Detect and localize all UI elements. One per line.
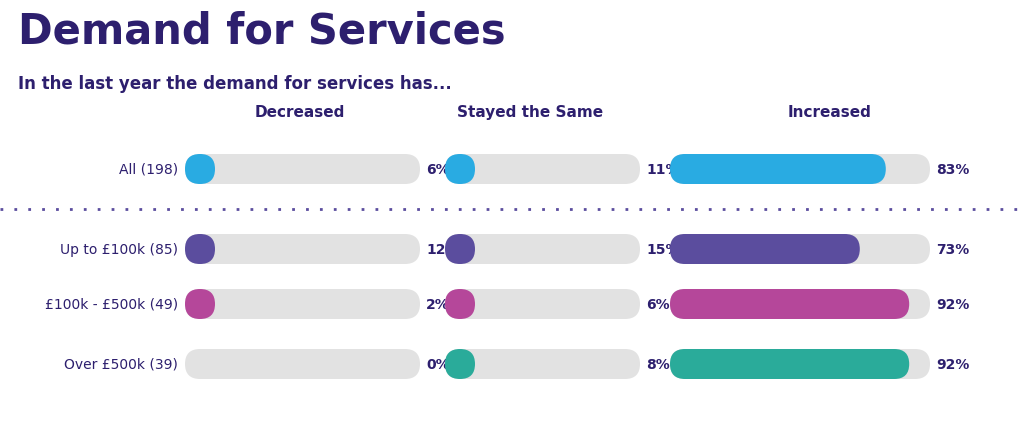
- FancyBboxPatch shape: [445, 349, 640, 379]
- FancyBboxPatch shape: [670, 234, 930, 264]
- FancyBboxPatch shape: [445, 349, 475, 379]
- Text: 11%: 11%: [646, 163, 680, 177]
- FancyBboxPatch shape: [185, 289, 420, 319]
- FancyBboxPatch shape: [670, 349, 909, 379]
- Text: 83%: 83%: [936, 163, 970, 177]
- Text: 6%: 6%: [646, 297, 670, 311]
- FancyBboxPatch shape: [185, 349, 420, 379]
- FancyBboxPatch shape: [445, 234, 475, 264]
- FancyBboxPatch shape: [670, 155, 930, 184]
- FancyBboxPatch shape: [670, 289, 909, 319]
- Text: 2%: 2%: [426, 297, 450, 311]
- FancyBboxPatch shape: [185, 289, 215, 319]
- FancyBboxPatch shape: [445, 289, 640, 319]
- Text: Over £500k (39): Over £500k (39): [65, 357, 178, 371]
- FancyBboxPatch shape: [185, 155, 420, 184]
- Text: Up to £100k (85): Up to £100k (85): [60, 243, 178, 256]
- Text: 6%: 6%: [426, 163, 450, 177]
- Text: 8%: 8%: [646, 357, 670, 371]
- Text: 92%: 92%: [936, 297, 970, 311]
- FancyBboxPatch shape: [445, 289, 475, 319]
- Text: Decreased: Decreased: [255, 105, 345, 120]
- FancyBboxPatch shape: [445, 155, 475, 184]
- FancyBboxPatch shape: [185, 234, 420, 264]
- Text: Increased: Increased: [788, 105, 872, 120]
- Text: In the last year the demand for services has...: In the last year the demand for services…: [18, 75, 452, 93]
- FancyBboxPatch shape: [670, 155, 886, 184]
- Text: 92%: 92%: [936, 357, 970, 371]
- FancyBboxPatch shape: [445, 155, 640, 184]
- Text: £100k - £500k (49): £100k - £500k (49): [45, 297, 178, 311]
- FancyBboxPatch shape: [670, 289, 930, 319]
- Text: Demand for Services: Demand for Services: [18, 10, 506, 52]
- FancyBboxPatch shape: [670, 349, 930, 379]
- Text: 0%: 0%: [426, 357, 450, 371]
- FancyBboxPatch shape: [185, 155, 215, 184]
- Text: 73%: 73%: [936, 243, 970, 256]
- Text: Stayed the Same: Stayed the Same: [457, 105, 603, 120]
- Text: 15%: 15%: [646, 243, 680, 256]
- FancyBboxPatch shape: [185, 234, 215, 264]
- Text: All (198): All (198): [119, 163, 178, 177]
- FancyBboxPatch shape: [445, 234, 640, 264]
- Text: 12%: 12%: [426, 243, 460, 256]
- FancyBboxPatch shape: [670, 234, 860, 264]
